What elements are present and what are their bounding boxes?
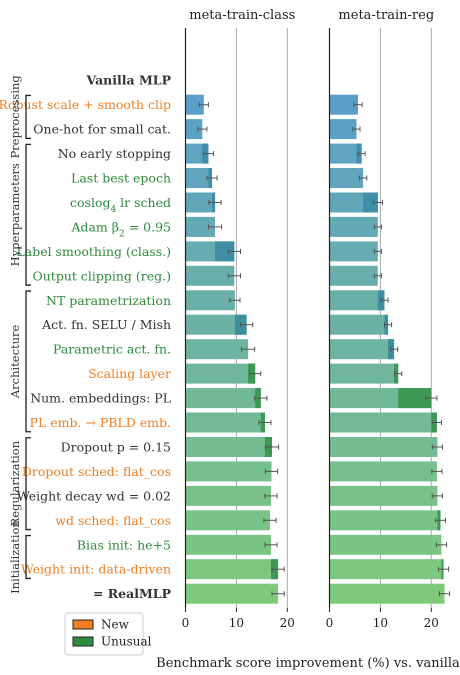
bar [329,339,395,360]
bar [329,485,438,506]
row-label: Output clipping (reg.) [33,268,172,283]
bar [185,192,215,213]
bar [329,290,385,311]
row-label: PL emb. → PBLD emb. [30,415,171,430]
tick-label: 10 [229,616,244,630]
bar [185,559,279,580]
bar [185,216,215,237]
bar [329,119,357,140]
row-label: No early stopping [58,146,171,161]
row-label: Robust scale + smooth clip [0,97,171,112]
legend-label: Unusual [101,635,152,649]
bar [329,314,388,335]
row-label: Vanilla MLP [86,73,172,88]
bar [185,94,204,115]
tick-label: 20 [424,616,439,630]
row-label: wd sched: flat_cos [55,513,171,528]
bar [185,510,270,531]
group-bracket [25,290,31,433]
group-label: Architecture [8,324,22,399]
tick-label: 20 [280,616,295,630]
legend-swatch [72,636,94,647]
bar [185,485,271,506]
row-label: Scaling layer [88,366,171,381]
bar [329,461,437,482]
bar [185,265,235,286]
row-label: Weight decay wd = 0.02 [17,488,171,503]
bar [329,363,399,384]
tick-label: 0 [326,616,334,630]
bar [329,94,358,115]
bar [329,510,441,531]
bar [185,534,271,555]
improvement-segment [215,241,235,262]
improvement-segment [398,388,432,409]
bar [185,119,203,140]
bar [329,265,378,286]
panel-title: meta-train-class [189,8,295,23]
bar [329,534,442,555]
row-label: = RealMLP [93,586,172,601]
row-label: coslog4 lr sched [70,195,171,215]
group-bracket [25,94,31,139]
row-label: Parametric act. fn. [53,342,171,357]
row-label: Adam β2 = 0.95 [70,219,171,239]
tick-label: 0 [182,616,190,630]
bar [329,216,378,237]
row-label: Label smoothing (class.) [16,244,171,259]
bar [329,437,438,457]
legend: New Unusual [64,612,152,656]
row-label: Dropout p = 0.15 [61,440,171,455]
group-label: Hyperparameters [8,163,22,266]
bar [329,412,437,433]
tick-label: 10 [373,616,388,630]
bar [185,314,247,335]
bar [185,412,265,433]
panel-title: meta-train-reg [338,8,434,23]
bar [329,241,378,262]
row-label: One-hot for small cat. [33,122,171,137]
x-axis-label: Benchmark score improvement (%) vs. vani… [156,656,460,671]
improvement-segment [363,192,378,213]
group-label: Initialization [8,520,22,594]
bar [329,583,445,604]
row-label: Weight init: data-driven [21,562,171,577]
group-label: Preprocessing [8,75,22,159]
row-label: Last best epoch [71,171,171,186]
row-label: Bias init: he+5 [77,537,171,552]
bar [185,339,249,360]
row-label: Act. fn. SELU / Mish [41,317,171,332]
group-label: Regularization [8,440,22,526]
legend-swatch [72,619,94,630]
row-label: NT parametrization [46,293,171,308]
group-bracket [25,437,31,531]
legend-label: New [101,618,130,632]
bar [329,168,364,188]
bar [329,559,444,580]
group-bracket [25,534,31,580]
row-label: Num. embeddings: PL [30,391,171,406]
bar [329,143,362,164]
bar [185,168,212,188]
bar [185,363,256,384]
bar [185,437,272,457]
bar [185,583,279,604]
row-label: Dropout sched: flat_cos [22,464,171,479]
bar [185,461,272,482]
bar [185,290,235,311]
group-bracket [25,143,31,286]
bar [185,388,261,409]
